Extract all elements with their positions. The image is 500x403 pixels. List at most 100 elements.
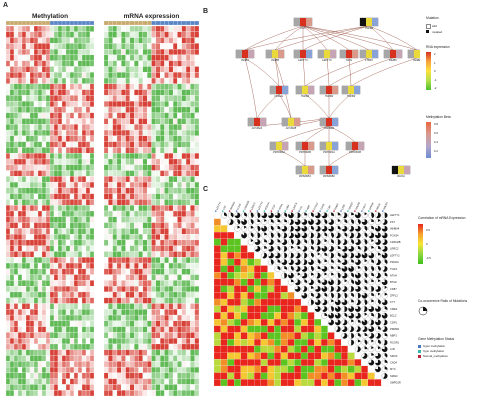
- diagonal-cell: [267, 265, 275, 273]
- heatmap-cell: [129, 176, 135, 183]
- heatmap-cell: [85, 245, 91, 252]
- heatmap-cell: [104, 349, 109, 356]
- cooccurrence-pie: [348, 306, 355, 312]
- sample-group-bar: [185, 21, 191, 26]
- heatmap-cell: [125, 314, 131, 321]
- heatmap-cell: [155, 326, 161, 333]
- heatmap-cell: [45, 216, 51, 223]
- heatmap-cell: [13, 326, 19, 333]
- heatmap-cell: [45, 158, 51, 165]
- heatmap-cell: [177, 83, 182, 90]
- heatmap-cell: [138, 101, 143, 108]
- cooccurrence-pie: [361, 319, 368, 326]
- pathway-edge: [302, 25, 418, 51]
- heatmap-cell: [104, 187, 109, 194]
- heatmap-cell: [33, 286, 39, 293]
- heatmap-cell: [57, 216, 63, 223]
- heatmap-cell: [190, 89, 195, 96]
- heatmap-cell: [85, 112, 91, 119]
- heatmap-cell: [160, 390, 165, 396]
- heatmap-cell: [134, 291, 139, 298]
- heatmap-cell: [61, 378, 67, 385]
- heatmap-cell: [164, 66, 169, 73]
- methylation-status-marker: [305, 210, 307, 212]
- heatmap-cell: [147, 193, 152, 200]
- heatmap-cell: [13, 112, 19, 119]
- heatmap-cell: [45, 234, 51, 241]
- heatmap-cell: [116, 60, 122, 67]
- heatmap-cell: [147, 129, 152, 136]
- heatmap-cell: [164, 54, 169, 61]
- heatmap-cell: [17, 291, 23, 298]
- correlation-cell: [220, 379, 228, 387]
- row-gene-label: PRMD2: [390, 327, 400, 331]
- heatmap-cell: [57, 268, 63, 275]
- heatmap-cell: [61, 72, 67, 79]
- heatmap-cell: [121, 89, 126, 96]
- heatmap-cell: [138, 338, 143, 345]
- heatmap-cell: [41, 141, 47, 148]
- heatmap-cell: [155, 199, 161, 206]
- cooccurrence-pie: [368, 352, 375, 359]
- heatmap-cell: [65, 320, 71, 327]
- cooccurrence-pie: [334, 312, 341, 319]
- correlation-cell: [300, 305, 308, 313]
- heatmap-cell: [138, 89, 143, 96]
- heatmap-cell: [125, 274, 131, 281]
- correlation-cell: [220, 365, 228, 373]
- heatmap-cell: [172, 153, 178, 160]
- cooccurrence-pie: [368, 272, 375, 279]
- heatmap-cell: [69, 245, 75, 252]
- heatmap-cell: [41, 158, 47, 165]
- heatmap-cell: [147, 141, 152, 148]
- heatmap-cell: [151, 31, 156, 38]
- heatmap-cell: [190, 135, 195, 142]
- gene-node-tgfb2: TGFB2: [319, 85, 339, 98]
- cooccurrence-pie: [328, 272, 335, 279]
- heatmap-cell: [172, 326, 178, 333]
- heatmap-cell: [121, 124, 126, 131]
- heatmap-cell: [65, 390, 71, 396]
- heatmap-cell: [73, 66, 79, 73]
- heatmap-cell: [89, 257, 94, 264]
- correlation-cell: [227, 292, 235, 300]
- heatmap-cell: [164, 164, 169, 171]
- correlation-cell: [213, 258, 221, 266]
- heatmap-cell: [160, 320, 165, 327]
- heatmap-cell: [77, 268, 83, 275]
- heatmap-cell: [160, 314, 165, 321]
- heatmap-cell: [142, 54, 148, 61]
- heatmap-cell: [134, 210, 139, 217]
- heatmap-cell: [45, 176, 51, 183]
- heatmap-cell: [45, 326, 51, 333]
- heatmap-cell: [112, 239, 118, 246]
- heatmap-cell: [69, 257, 75, 264]
- heatmap-cell: [185, 181, 191, 188]
- heatmap-cell: [104, 106, 109, 113]
- heatmap-cell: [121, 343, 126, 350]
- correlation-cell: [327, 379, 335, 387]
- heatmap-cell: [45, 37, 51, 44]
- heatmap-cell: [190, 66, 195, 73]
- cooccurrence-pie: [375, 279, 381, 286]
- heatmap-cell: [29, 234, 35, 241]
- cooccurrence-pie: [328, 225, 335, 232]
- row-gene-label: MYC: [390, 367, 396, 371]
- heatmap-cell: [151, 176, 156, 183]
- cooccurrence-pie: [267, 212, 274, 219]
- heatmap-cell: [13, 349, 19, 356]
- heatmap-cell: [177, 77, 182, 84]
- heatmap-cell: [21, 326, 27, 333]
- heatmap-cell: [164, 181, 169, 188]
- heatmap-cell: [77, 343, 83, 350]
- heatmap-cell: [160, 268, 165, 275]
- correlation-cell: [213, 232, 221, 239]
- correlation-cell: [247, 319, 255, 326]
- cooccurrence-pie: [328, 299, 335, 306]
- heatmap-cell: [69, 112, 75, 119]
- correlation-cell: [280, 352, 288, 360]
- heatmap-cell: [142, 384, 148, 391]
- heatmap-cell: [89, 176, 94, 183]
- cooccurrence-pie: [368, 292, 375, 299]
- row-gene-label: SMAD: [390, 374, 398, 378]
